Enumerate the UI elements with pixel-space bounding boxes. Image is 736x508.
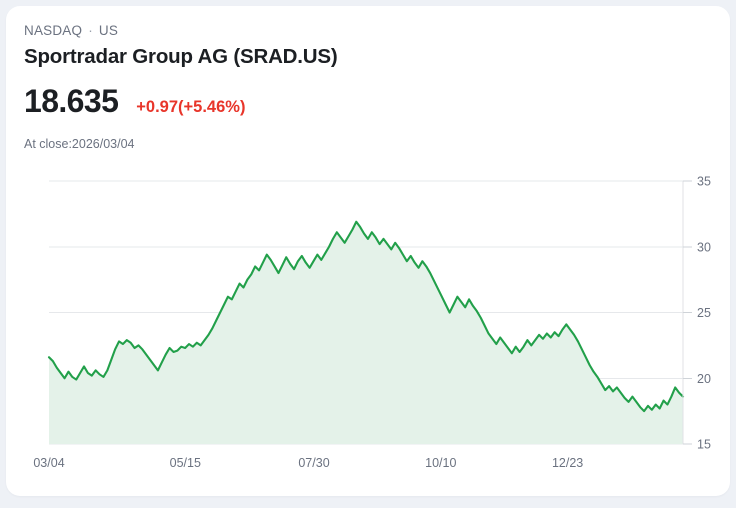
exchange-label: NASDAQ <box>24 23 83 38</box>
quote-row: 18.635 +0.97(+5.46%) <box>24 85 245 117</box>
x-tick-label: 07/30 <box>298 456 329 470</box>
exchange-separator: · <box>88 23 93 38</box>
series-line-path <box>47 220 685 413</box>
y-axis-ticks <box>683 180 692 445</box>
y-tick-label: 35 <box>697 175 711 189</box>
series-line-group <box>47 220 685 413</box>
x-tick-label: 12/23 <box>552 456 583 470</box>
y-tick-label: 25 <box>697 306 711 320</box>
x-axis-labels: 03/04 05/15 07/30 10/10 12/23 <box>33 456 583 470</box>
y-tick-label: 30 <box>697 240 711 254</box>
series-area-group <box>49 221 683 444</box>
price-change: +0.97(+5.46%) <box>136 98 246 116</box>
series-area-path <box>49 221 683 444</box>
price-chart[interactable]: 35 30 25 20 15 03/04 05/15 07/30 10/10 12/23 <box>6 166 730 484</box>
x-tick-label: 10/10 <box>425 456 456 470</box>
last-price: 18.635 <box>24 83 119 119</box>
y-tick-label: 20 <box>697 372 711 386</box>
exchange-region-row: NASDAQ · US <box>24 23 118 38</box>
y-axis-labels: 35 30 25 20 15 <box>697 175 711 452</box>
market-status-note: At close:2026/03/04 <box>24 137 135 151</box>
x-tick-label: 05/15 <box>170 456 201 470</box>
region-label: US <box>98 23 119 38</box>
page-title: Sportradar Group AG (SRAD.US) <box>24 45 338 68</box>
stock-quote-card: NASDAQ · US Sportradar Group AG (SRAD.US) … <box>6 6 730 496</box>
y-tick-label: 15 <box>697 438 711 452</box>
price-chart-svg[interactable]: 35 30 25 20 15 03/04 05/15 07/30 10/10 12/23 <box>6 166 730 484</box>
x-tick-label: 03/04 <box>33 456 64 470</box>
